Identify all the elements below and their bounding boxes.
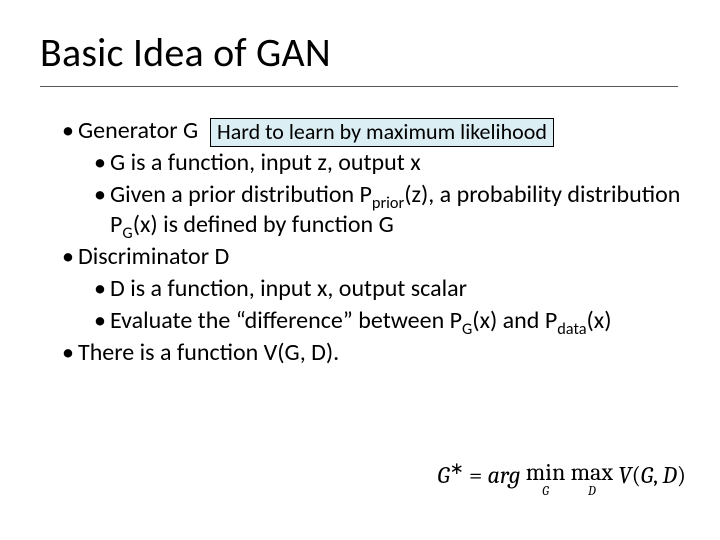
eq-open: (	[632, 461, 641, 489]
eq-max-top: max	[571, 460, 613, 484]
disc-b-sub-G: G	[462, 319, 472, 339]
bullet-discriminator-a: D is a function, input x, output scalar	[94, 274, 682, 304]
gen-b-post: (x) is defined by function G	[133, 210, 394, 239]
eq-star: ∗	[450, 460, 464, 479]
eq-V: V	[613, 461, 632, 489]
disc-b-sub-data: data	[557, 319, 586, 339]
eq-equals: =	[464, 461, 488, 489]
eq-G: G	[437, 461, 449, 489]
disc-b-mid: (x) and P	[472, 306, 557, 335]
eq-arg: arg	[488, 461, 521, 489]
eq-max: max D	[571, 460, 613, 498]
disc-b-post: (x)	[587, 306, 612, 335]
eq-min-under: G	[526, 485, 566, 498]
eq-close: )	[677, 461, 686, 489]
bullet-discriminator-b: Evaluate the “difference” between PG(x) …	[94, 306, 682, 336]
slide: Basic Idea of GAN Hard to learn by maxim…	[0, 0, 720, 540]
bullet-generator-a: G is a function, input z, output x	[94, 148, 682, 178]
equation-gstar: G∗ = arg min G max D V(G, D)	[437, 460, 686, 498]
eq-G2: G	[641, 461, 653, 489]
body-text: Generator G G is a function, input z, ou…	[62, 116, 682, 370]
gen-b-pre: Given a prior distribution P	[110, 180, 372, 209]
eq-D: D	[662, 461, 676, 489]
eq-min-top: min	[526, 460, 566, 484]
bullet-generator-b: Given a prior distribution Pprior(z), a …	[94, 180, 682, 240]
eq-max-under: D	[571, 485, 613, 498]
title-underline	[40, 86, 678, 87]
bullet-generator-label: Generator G	[78, 116, 198, 145]
bullet-function-v: There is a function V(G, D).	[62, 338, 682, 368]
eq-min: min G	[526, 460, 566, 498]
slide-title: Basic Idea of GAN	[40, 28, 331, 77]
bullet-generator: Generator G	[62, 116, 682, 146]
gen-b-sub-G: G	[122, 223, 132, 243]
disc-b-pre: Evaluate the “difference” between P	[110, 306, 462, 335]
bullet-discriminator: Discriminator D	[62, 242, 682, 272]
